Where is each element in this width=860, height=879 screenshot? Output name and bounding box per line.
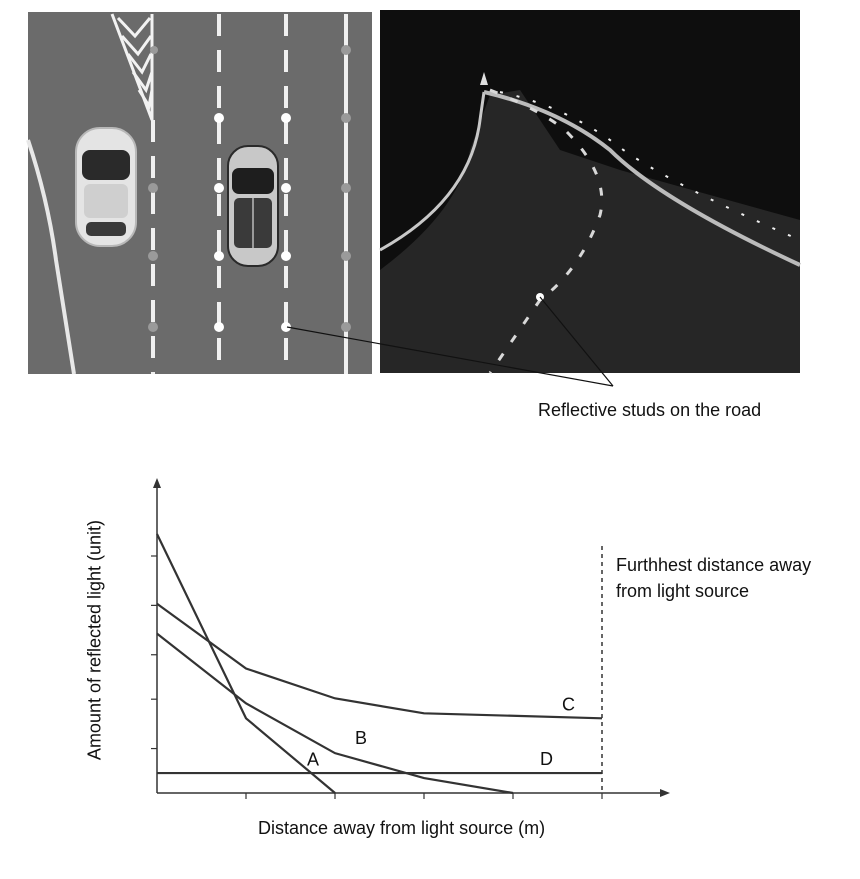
chart-series-labels: A B C D xyxy=(307,694,575,769)
road-top-view-photo xyxy=(26,12,372,375)
series-line-a xyxy=(156,533,336,794)
chart-series xyxy=(156,533,603,795)
night-distant-sign xyxy=(480,72,488,85)
series-label-d: D xyxy=(540,749,553,769)
car-white xyxy=(75,127,137,247)
chart-annotation-furthest-distance: Furthhest distance away from light sourc… xyxy=(616,555,812,601)
y-axis-label: Amount of reflected light (unit) xyxy=(84,519,105,761)
road-night-photo xyxy=(379,10,801,374)
y-axis-arrow xyxy=(153,478,161,488)
night-left-edge xyxy=(379,91,486,252)
night-right-barrier xyxy=(483,90,801,267)
caption-pointer-lines xyxy=(286,296,614,387)
series-label-a: A xyxy=(307,750,319,770)
chart: A B C D xyxy=(151,478,670,799)
road-edge-line xyxy=(26,139,76,375)
caption-reflective-studs: Reflective studs on the road xyxy=(538,400,762,420)
series-label-c: C xyxy=(562,694,575,714)
night-road-surface xyxy=(380,90,800,373)
series-label-b: B xyxy=(355,728,367,748)
series-line-c xyxy=(156,602,603,720)
x-axis-arrow xyxy=(660,789,670,797)
night-center-dashes xyxy=(488,88,604,374)
car-dark xyxy=(227,145,279,267)
road-studs xyxy=(148,45,351,332)
series-line-b xyxy=(156,632,514,795)
x-axis-label: Distance away from light source (m) xyxy=(258,818,546,838)
chart-axes xyxy=(151,478,670,799)
lane-dashes xyxy=(151,14,288,374)
